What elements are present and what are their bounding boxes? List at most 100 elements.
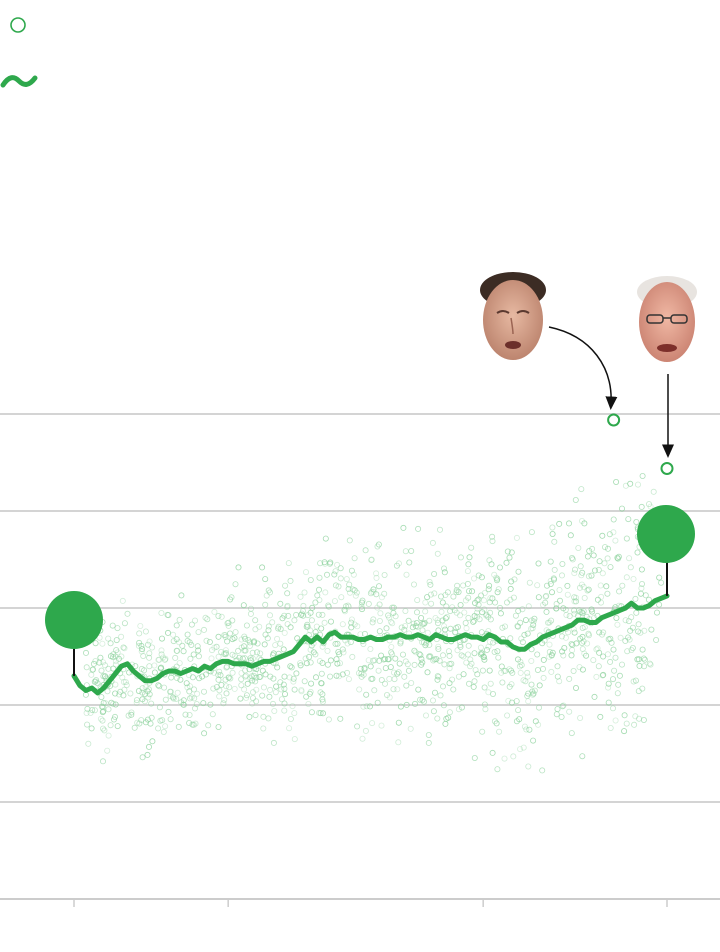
background-dot: [327, 657, 334, 664]
background-dot: [323, 571, 330, 578]
background-dot: [142, 684, 149, 691]
background-dot: [545, 619, 552, 626]
background-dot: [493, 574, 500, 581]
background-dot: [244, 680, 251, 687]
background-dot: [592, 567, 599, 574]
background-dot: [167, 716, 174, 723]
background-dot: [542, 593, 549, 600]
background-dot: [116, 691, 123, 698]
background-dot: [647, 661, 654, 668]
background-dot: [204, 616, 211, 623]
background-dot: [640, 655, 647, 662]
background-dot: [610, 705, 617, 712]
background-dot: [144, 641, 151, 648]
background-dot: [252, 678, 259, 685]
background-dot: [351, 621, 358, 628]
background-dot: [165, 708, 172, 715]
background-dot: [419, 659, 426, 666]
background-dot: [579, 646, 586, 653]
background-dot: [386, 675, 393, 682]
background-dot: [568, 652, 575, 659]
background-dot: [638, 503, 645, 510]
face-photo-icon: [480, 272, 546, 360]
background-dot: [571, 610, 578, 617]
background-dot: [499, 624, 506, 631]
background-dot: [560, 702, 567, 709]
background-dot: [192, 720, 199, 727]
background-dot: [369, 720, 376, 727]
background-dot: [241, 633, 248, 640]
background-dot: [189, 721, 196, 728]
background-dot: [616, 672, 623, 679]
background-dot: [439, 599, 446, 606]
background-dot: [346, 581, 353, 588]
background-dot: [223, 663, 230, 670]
background-dot: [441, 661, 448, 668]
background-dot: [102, 662, 109, 669]
background-dot: [446, 661, 453, 668]
background-dot: [338, 594, 345, 601]
background-dot: [232, 629, 239, 636]
background-dot: [565, 629, 572, 636]
background-dot: [426, 578, 433, 585]
background-dot: [186, 720, 193, 727]
background-dot: [161, 656, 168, 663]
background-dot: [496, 728, 503, 735]
background-dot: [104, 688, 111, 695]
background-dot: [579, 666, 586, 673]
background-dot: [182, 711, 189, 718]
background-dot: [260, 725, 267, 732]
background-dot: [605, 636, 612, 643]
background-dot: [164, 629, 171, 636]
background-dot: [600, 629, 607, 636]
background-dot: [248, 677, 255, 684]
background-dot: [521, 723, 528, 730]
background-dot: [575, 545, 582, 552]
background-dot: [474, 613, 481, 620]
background-dot: [522, 678, 529, 685]
background-dot: [145, 686, 152, 693]
background-dot: [512, 612, 519, 619]
background-dot: [519, 639, 526, 646]
background-dot: [566, 520, 573, 527]
background-dot: [334, 640, 341, 647]
background-dot: [624, 535, 631, 542]
background-dot: [640, 717, 647, 724]
background-dot: [489, 749, 496, 756]
background-dot: [321, 560, 328, 567]
background-dot: [491, 718, 498, 725]
background-dot: [92, 640, 99, 647]
background-dot: [515, 656, 522, 663]
background-dot: [578, 581, 585, 588]
background-dot: [176, 616, 183, 623]
face-photo-icon: [637, 276, 697, 362]
background-dot: [544, 582, 551, 589]
background-dot: [540, 656, 547, 663]
background-dot: [324, 647, 331, 654]
background-dot: [559, 572, 566, 579]
background-dot: [413, 620, 420, 627]
background-dot: [285, 612, 292, 619]
background-dot: [110, 700, 117, 707]
background-dot: [312, 674, 319, 681]
background-dot: [579, 640, 586, 647]
background-dot: [524, 669, 531, 676]
background-dot: [88, 725, 95, 732]
background-dot: [262, 631, 269, 638]
background-dot: [148, 700, 155, 707]
background-dot: [526, 579, 533, 586]
background-dot: [468, 660, 475, 667]
background-dot: [570, 668, 577, 675]
background-dot: [424, 629, 431, 636]
background-dot: [307, 688, 314, 695]
background-dot: [505, 697, 512, 704]
background-dot: [392, 613, 399, 620]
background-dot: [627, 627, 634, 634]
background-dot: [504, 548, 511, 555]
background-dot: [387, 618, 394, 625]
background-dot: [289, 703, 296, 710]
background-dot: [584, 587, 591, 594]
background-dot: [341, 606, 348, 613]
background-dot: [137, 623, 144, 630]
outlier-points: [607, 413, 674, 475]
